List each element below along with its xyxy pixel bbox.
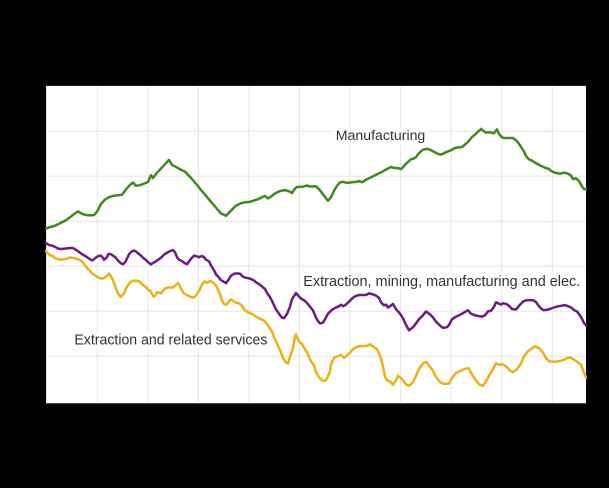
svg-text:Extraction and related service: Extraction and related services — [74, 333, 267, 349]
svg-text:Manufacturing: Manufacturing — [336, 128, 426, 143]
svg-text:Extraction, mining, manufactur: Extraction, mining, manufacturing and el… — [303, 274, 580, 290]
